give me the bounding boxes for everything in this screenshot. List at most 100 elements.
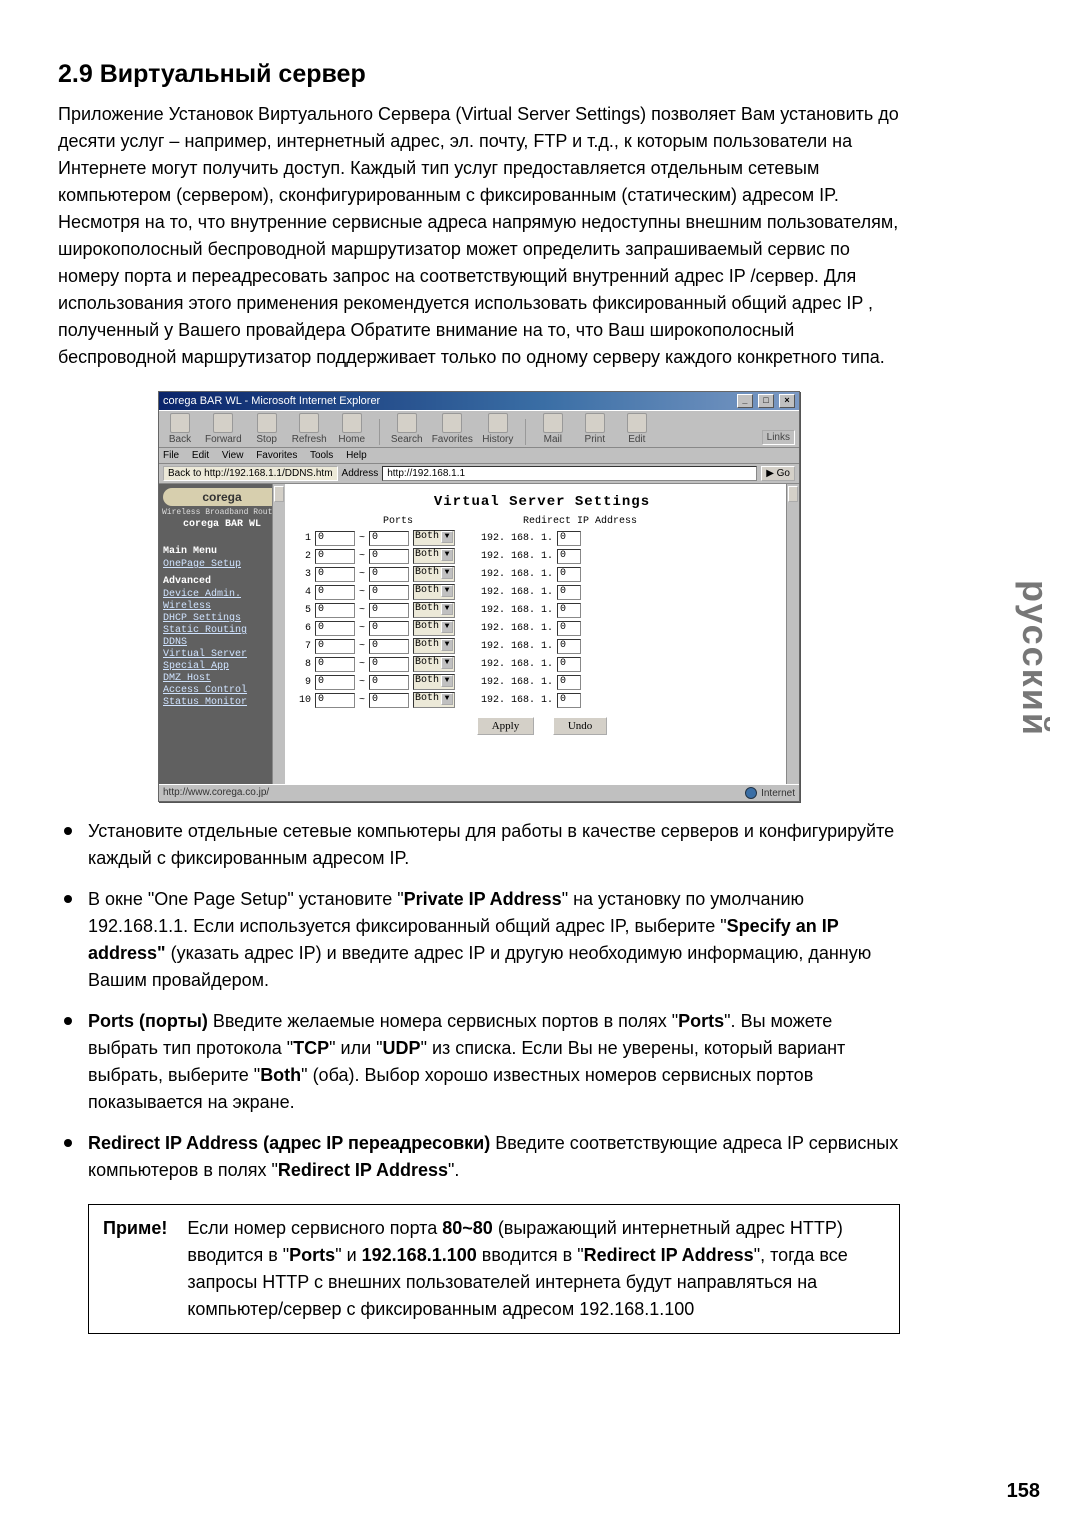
ip-last-input[interactable]: 0	[557, 657, 581, 672]
port-from-input[interactable]: 0	[315, 657, 355, 672]
favorites-button[interactable]: Favorites	[432, 413, 473, 445]
go-button[interactable]: ▶ Go	[761, 466, 795, 481]
corega-logo: corega	[163, 488, 281, 506]
menu-file[interactable]: File	[163, 450, 179, 461]
col-ip: Redirect IP Address	[503, 516, 791, 527]
tilde: ~	[357, 619, 367, 637]
close-button[interactable]: ×	[779, 394, 795, 408]
protocol-select[interactable]: Both▼	[413, 584, 455, 600]
protocol-select[interactable]: Both▼	[413, 602, 455, 618]
menu-edit[interactable]: Edit	[192, 450, 209, 461]
sidebar-item-ddns[interactable]: DDNS	[163, 637, 281, 648]
menu-view[interactable]: View	[222, 450, 244, 461]
t: Введите желаемые номера сервисных портов…	[208, 1011, 678, 1031]
sidebar-item-access-control[interactable]: Access Control	[163, 685, 281, 696]
ip-last-input[interactable]: 0	[557, 567, 581, 582]
ip-last-input[interactable]: 0	[557, 675, 581, 690]
port-to-input[interactable]: 0	[369, 603, 409, 618]
protocol-select[interactable]: Both▼	[413, 674, 455, 690]
main-scrollbar[interactable]	[786, 484, 799, 784]
ip-prefix: 192. 168. 1.	[457, 547, 555, 565]
row-index: 3	[293, 565, 313, 583]
port-from-input[interactable]: 0	[315, 567, 355, 582]
ip-last-input[interactable]: 0	[557, 621, 581, 636]
menu-tools[interactable]: Tools	[310, 450, 333, 461]
stop-button[interactable]: Stop	[250, 413, 284, 445]
forward-button[interactable]: Forward	[205, 413, 242, 445]
port-to-input[interactable]: 0	[369, 621, 409, 636]
port-from-input[interactable]: 0	[315, 693, 355, 708]
undo-button[interactable]: Undo	[553, 717, 607, 735]
window-buttons: _ □ ×	[735, 394, 795, 408]
ip-last-input[interactable]: 0	[557, 585, 581, 600]
sidebar-item-static-routing[interactable]: Static Routing	[163, 625, 281, 636]
menu-help[interactable]: Help	[346, 450, 367, 461]
sidebar-item-dhcp[interactable]: DHCP Settings	[163, 613, 281, 624]
edit-icon	[627, 413, 647, 433]
home-button[interactable]: Home	[335, 413, 369, 445]
protocol-select[interactable]: Both▼	[413, 638, 455, 654]
port-to-input[interactable]: 0	[369, 531, 409, 546]
port-to-input[interactable]: 0	[369, 657, 409, 672]
port-from-input[interactable]: 0	[315, 549, 355, 564]
protocol-select[interactable]: Both▼	[413, 566, 455, 582]
protocol-select[interactable]: Both▼	[413, 620, 455, 636]
sidebar-scrollbar[interactable]	[272, 484, 285, 784]
maximize-button[interactable]: □	[758, 394, 774, 408]
minimize-button[interactable]: _	[737, 394, 753, 408]
ip-last-input[interactable]: 0	[557, 549, 581, 564]
links-button[interactable]: Links	[762, 430, 795, 445]
address-input[interactable]: http://192.168.1.1	[382, 466, 757, 481]
scrollbar-thumb[interactable]	[788, 486, 798, 502]
port-from-input[interactable]: 0	[315, 675, 355, 690]
port-from-input[interactable]: 0	[315, 639, 355, 654]
sidebar-item-status-monitor[interactable]: Status Monitor	[163, 697, 281, 708]
menu-favorites[interactable]: Favorites	[256, 450, 297, 461]
back-button[interactable]: Back	[163, 413, 197, 445]
apply-button[interactable]: Apply	[477, 717, 535, 735]
port-from-input[interactable]: 0	[315, 621, 355, 636]
port-from-input[interactable]: 0	[315, 603, 355, 618]
port-to-input[interactable]: 0	[369, 585, 409, 600]
globe-icon	[745, 787, 757, 799]
port-to-input[interactable]: 0	[369, 675, 409, 690]
ip-prefix: 192. 168. 1.	[457, 529, 555, 547]
logo-subtitle: Wireless Broadband Router	[159, 508, 285, 517]
protocol-select[interactable]: Both▼	[413, 530, 455, 546]
sidebar-item-virtual-server[interactable]: Virtual Server	[163, 649, 281, 660]
scrollbar-thumb[interactable]	[274, 486, 284, 502]
refresh-icon	[299, 413, 319, 433]
port-to-input[interactable]: 0	[369, 549, 409, 564]
search-button[interactable]: Search	[390, 413, 424, 445]
protocol-select[interactable]: Both▼	[413, 692, 455, 708]
sidebar-item-wireless[interactable]: Wireless	[163, 601, 281, 612]
sidebar-item-onepage[interactable]: OnePage Setup	[163, 559, 281, 570]
port-to-input[interactable]: 0	[369, 567, 409, 582]
port-from-input[interactable]: 0	[315, 531, 355, 546]
port-from-input[interactable]: 0	[315, 585, 355, 600]
protocol-select[interactable]: Both▼	[413, 548, 455, 564]
print-button[interactable]: Print	[578, 413, 612, 445]
sidebar-item-device-admin[interactable]: Device Admin.	[163, 589, 281, 600]
row-index: 5	[293, 601, 313, 619]
ie-toolbar: Back Forward Stop Refresh Home Search Fa…	[159, 410, 799, 448]
ip-last-input[interactable]: 0	[557, 639, 581, 654]
statusbar: http://www.corega.co.jp/ Internet	[159, 784, 799, 801]
row-index: 8	[293, 655, 313, 673]
router-main: Virtual Server Settings Ports Redirect I…	[285, 484, 799, 784]
ip-last-input[interactable]: 0	[557, 603, 581, 618]
sidebar-item-dmz[interactable]: DMZ Host	[163, 673, 281, 684]
protocol-select[interactable]: Both▼	[413, 656, 455, 672]
ip-prefix: 192. 168. 1.	[457, 619, 555, 637]
mail-button[interactable]: Mail	[536, 413, 570, 445]
refresh-button[interactable]: Refresh	[292, 413, 327, 445]
port-to-input[interactable]: 0	[369, 639, 409, 654]
ip-last-input[interactable]: 0	[557, 693, 581, 708]
forward-label: Forward	[205, 434, 242, 445]
edit-button[interactable]: Edit	[620, 413, 654, 445]
ip-last-input[interactable]: 0	[557, 531, 581, 546]
t: (указать адрес IP) и введите адрес IP и …	[88, 943, 871, 990]
history-button[interactable]: History	[481, 413, 515, 445]
port-to-input[interactable]: 0	[369, 693, 409, 708]
sidebar-item-special-app[interactable]: Special App	[163, 661, 281, 672]
